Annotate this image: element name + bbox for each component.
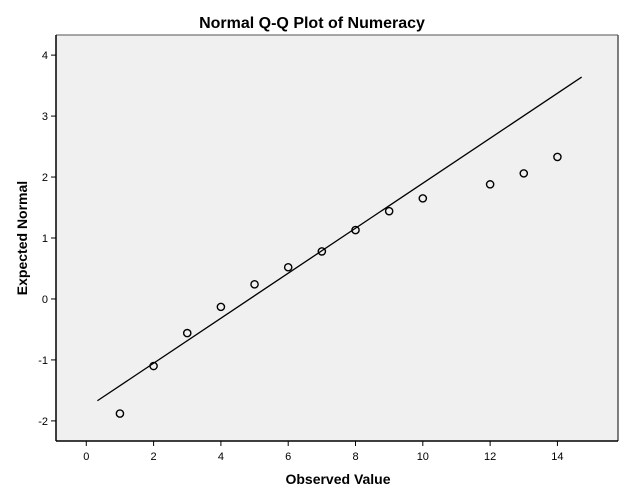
x-tick-label: 6 bbox=[285, 451, 291, 463]
plot-area bbox=[56, 35, 618, 441]
y-tick-label: 0 bbox=[42, 294, 48, 306]
x-tick-label: 4 bbox=[218, 451, 224, 463]
data-point bbox=[182, 328, 192, 338]
data-point bbox=[384, 206, 394, 216]
y-tick-label: 3 bbox=[42, 111, 48, 123]
y-tick-label: -1 bbox=[38, 355, 48, 367]
data-point bbox=[553, 152, 562, 162]
data-point bbox=[351, 225, 360, 235]
x-tick-label: 0 bbox=[83, 451, 89, 463]
y-tick-label: 4 bbox=[42, 50, 48, 62]
data-point bbox=[519, 169, 529, 178]
data-points bbox=[115, 152, 562, 418]
x-axis-label: Observed Value bbox=[285, 471, 390, 487]
y-tick-label: -2 bbox=[38, 416, 48, 428]
x-axis: 0 2 4 6 8 10 12 14 bbox=[83, 441, 564, 463]
x-tick-label: 12 bbox=[484, 451, 496, 463]
reference-line bbox=[97, 76, 583, 402]
data-point bbox=[250, 280, 259, 289]
data-point bbox=[149, 361, 158, 371]
data-point bbox=[115, 409, 125, 418]
y-tick-label: 1 bbox=[42, 233, 48, 245]
data-point bbox=[317, 247, 327, 256]
x-tick-label: 14 bbox=[551, 451, 563, 463]
y-axis: -2 -1 0 1 2 3 4 bbox=[38, 50, 56, 428]
x-tick-label: 8 bbox=[352, 451, 358, 463]
chart-title: Normal Q-Q Plot of Numeracy bbox=[199, 15, 425, 32]
y-tick-label: 2 bbox=[42, 172, 48, 184]
data-point bbox=[283, 262, 293, 272]
data-point bbox=[216, 302, 226, 312]
data-point bbox=[418, 194, 428, 203]
y-axis-label: Expected Normal bbox=[14, 181, 30, 295]
x-tick-label: 2 bbox=[151, 451, 157, 463]
x-tick-label: 10 bbox=[417, 451, 429, 463]
data-point bbox=[485, 180, 495, 189]
